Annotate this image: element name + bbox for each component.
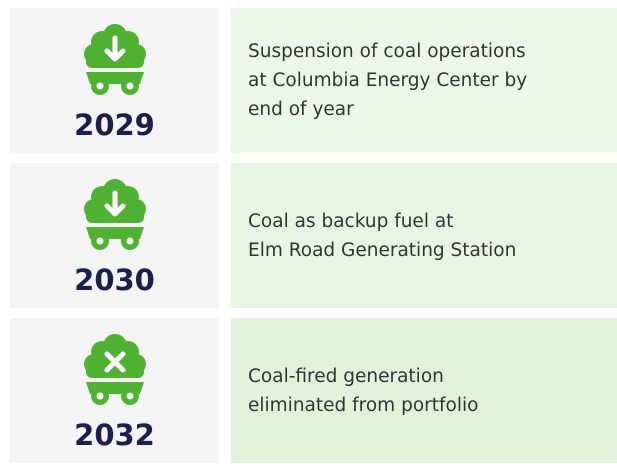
description-line: at Columbia Energy Center by	[248, 70, 528, 91]
description-cell: Coal-fired generation eliminated from por…	[231, 318, 617, 463]
year-cell: 2029	[10, 8, 219, 153]
coal-cart-icon	[84, 179, 146, 250]
year: 2030	[74, 263, 155, 297]
description-line: Coal-fired generation	[248, 365, 444, 387]
timeline-row: 2032 Coal-fired generation eliminated from…	[10, 318, 617, 463]
icon	[80, 24, 150, 100]
icon	[80, 334, 150, 410]
coal-cart-icon	[84, 334, 146, 405]
coal-cart-icon	[84, 24, 146, 95]
year: 2032	[74, 418, 155, 452]
description-cell: Coal as backup fuel at Elm Road Generatin…	[231, 163, 617, 308]
icon	[80, 179, 150, 255]
description-line: end of year	[248, 99, 354, 120]
timeline-row: 2029 Suspension of coal operations at Colu…	[10, 8, 617, 153]
year-cell: 2032	[10, 318, 219, 463]
year-cell: 2030	[10, 163, 219, 308]
description-line: Suspension of coal operations	[248, 41, 526, 62]
timeline-row: 2030 Coal as backup fuel at Elm Road Gener…	[10, 163, 617, 308]
description-line: Coal as backup fuel at	[248, 210, 454, 232]
description-cell: Suspension of coal operations at Columbia…	[231, 8, 617, 153]
year: 2029	[74, 108, 155, 142]
description-line: Elm Road Generating Station	[248, 239, 517, 261]
description-line: eliminated from portfolio	[248, 394, 479, 416]
